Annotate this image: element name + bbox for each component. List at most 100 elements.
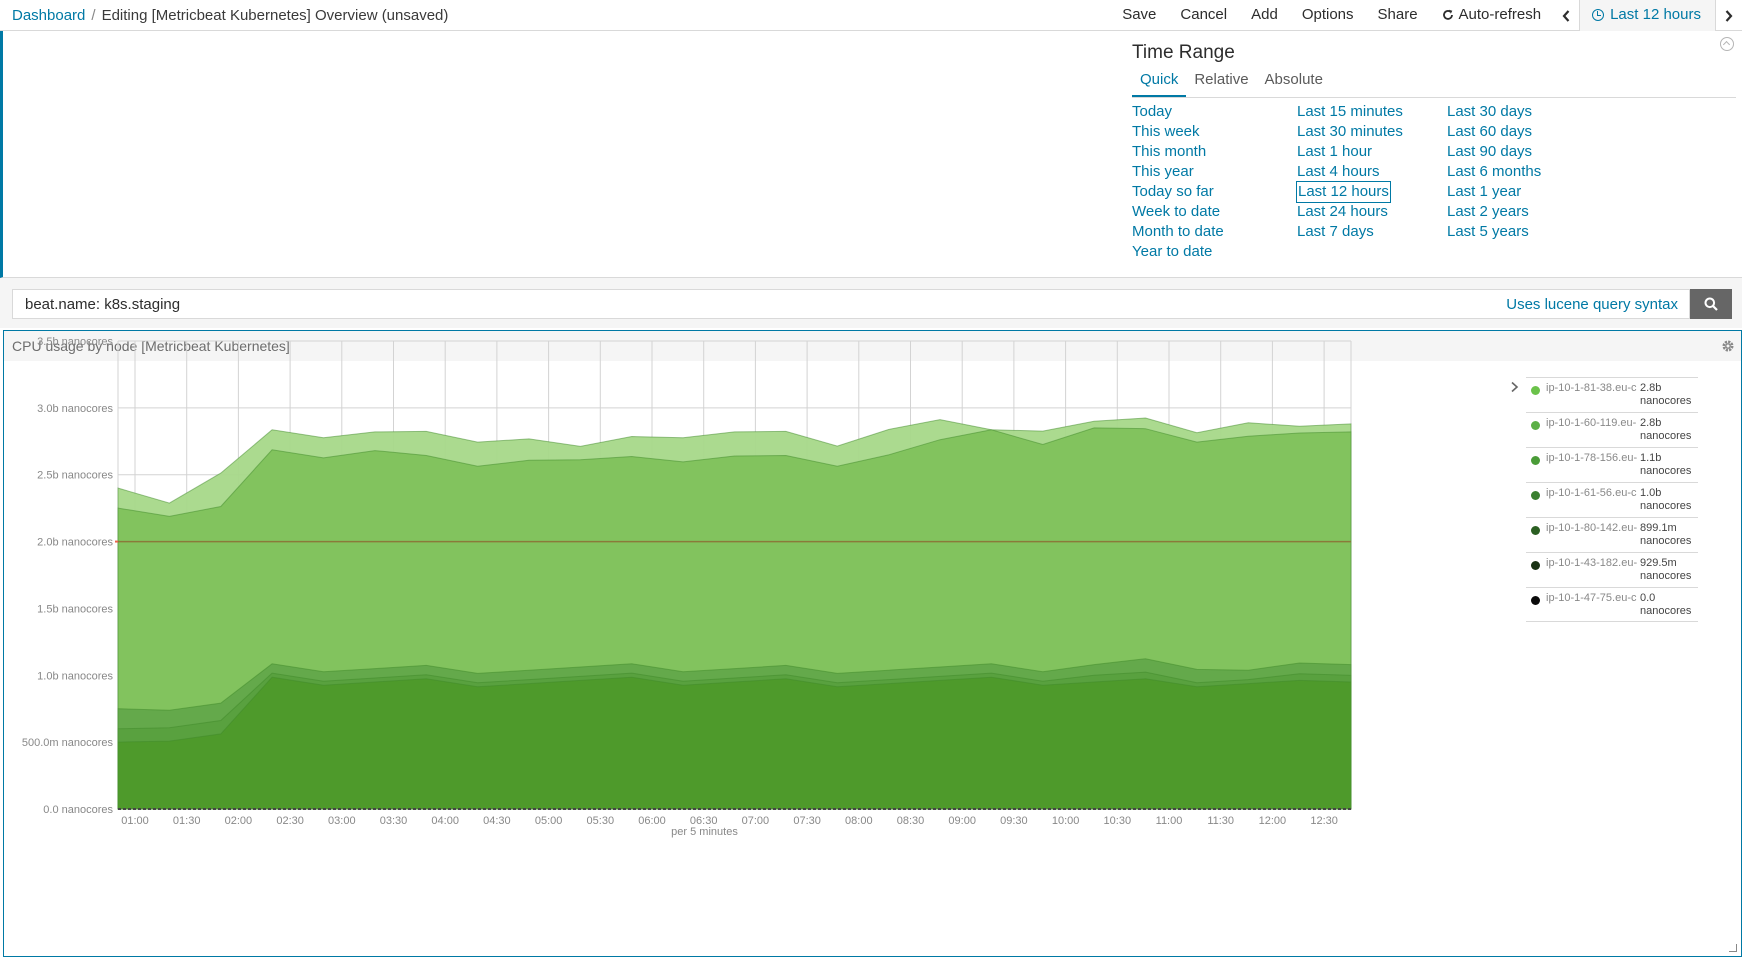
cancel-button[interactable]: Cancel — [1180, 6, 1228, 23]
share-button[interactable]: Share — [1377, 6, 1418, 23]
quick-range-link[interactable]: Last 7 days — [1297, 223, 1374, 240]
y-tick-label: 1.0b nanocores — [37, 670, 113, 682]
time-back-button[interactable] — [1553, 0, 1579, 31]
legend-color-dot — [1531, 456, 1540, 465]
x-tick-label: 06:00 — [638, 815, 666, 827]
legend-item[interactable]: ip-10-1-78-156.eu- 1.1b nanocores — [1526, 447, 1698, 482]
legend-item[interactable]: ip-10-1-43-182.eu- 929.5m nanocores — [1526, 552, 1698, 587]
y-tick-label: 0.0 nanocores — [43, 804, 113, 816]
legend-item[interactable]: ip-10-1-61-56.eu-c 1.0b nanocores — [1526, 482, 1698, 517]
x-tick-label: 04:30 — [483, 815, 511, 827]
time-range-title: Time Range — [1132, 42, 1235, 63]
page-title: Editing [Metricbeat Kubernetes] Overview… — [101, 7, 449, 24]
quick-range-link[interactable]: Last 6 months — [1447, 163, 1542, 180]
quick-range-link[interactable]: Last 90 days — [1447, 143, 1533, 160]
quick-range-link[interactable]: This year — [1132, 163, 1194, 180]
panel-header: CPU usage by node [Metricbeat Kubernetes… — [4, 331, 1741, 361]
legend-series-value: 929.5m nanocores — [1640, 557, 1692, 582]
x-tick-label: 06:30 — [690, 815, 718, 827]
area-series — [117, 676, 1352, 810]
x-tick-label: 01:30 — [173, 815, 201, 827]
legend-series-name: ip-10-1-47-75.eu-c — [1546, 592, 1637, 604]
breadcrumb-dashboard-link[interactable]: Dashboard — [12, 7, 86, 24]
quick-range-link[interactable]: Year to date — [1132, 243, 1213, 260]
options-button[interactable]: Options — [1301, 6, 1354, 23]
chevron-left-icon — [1562, 9, 1570, 22]
search-button[interactable] — [1690, 289, 1732, 319]
quick-range-link[interactable]: Today so far — [1132, 183, 1214, 200]
y-tick-label: 2.5b nanocores — [37, 470, 113, 482]
x-tick-label: 10:00 — [1052, 815, 1080, 827]
resize-handle-icon[interactable] — [1729, 944, 1737, 952]
x-tick-label: 02:30 — [276, 815, 304, 827]
legend-series-name: ip-10-1-61-56.eu-c — [1546, 487, 1637, 499]
legend-series-value: 2.8b nanocores — [1640, 417, 1692, 442]
quick-range-link[interactable]: Week to date — [1132, 203, 1221, 220]
legend-item[interactable]: ip-10-1-47-75.eu-c 0.0 nanocores — [1526, 587, 1698, 622]
quick-range-link[interactable]: This month — [1132, 143, 1207, 160]
quick-range-link[interactable]: Last 1 hour — [1297, 143, 1373, 160]
top-menu: Save Cancel Add Options Share Auto-refre… — [1110, 0, 1742, 31]
legend-color-dot — [1531, 561, 1540, 570]
x-tick-label: 03:00 — [328, 815, 356, 827]
quick-range-link[interactable]: Last 2 years — [1447, 203, 1529, 220]
add-button[interactable]: Add — [1251, 6, 1278, 23]
refresh-icon — [1442, 9, 1453, 20]
x-tick-label: 11:30 — [1207, 815, 1234, 827]
quick-range-link[interactable]: Last 1 year — [1447, 183, 1522, 200]
gear-icon[interactable] — [1721, 339, 1735, 353]
save-button[interactable]: Save — [1122, 6, 1157, 23]
time-range-tabs: Quick Relative Absolute — [1132, 68, 1736, 98]
visualization-panel: CPU usage by node [Metricbeat Kubernetes… — [3, 330, 1742, 957]
quick-range-link[interactable]: Last 30 minutes — [1297, 123, 1403, 140]
search-icon — [1704, 297, 1718, 311]
tab-relative[interactable]: Relative — [1194, 71, 1249, 88]
quick-range-link-selected[interactable]: Last 12 hours — [1296, 181, 1391, 203]
legend-item[interactable]: ip-10-1-81-38.eu-c 2.8b nanocores — [1526, 377, 1698, 412]
breadcrumb: Dashboard / Editing [Metricbeat Kubernetes… — [12, 7, 448, 24]
legend-item[interactable]: ip-10-1-60-119.eu- 2.8b nanocores — [1526, 412, 1698, 447]
legend-item[interactable]: ip-10-1-80-142.eu- 899.1m nanocores — [1526, 517, 1698, 552]
quick-ranges-column-1: Today This week This month This year Tod… — [1132, 102, 1224, 262]
tab-absolute[interactable]: Absolute — [1264, 71, 1323, 88]
quick-range-link[interactable]: Last 60 days — [1447, 123, 1533, 140]
clock-icon — [1592, 9, 1605, 21]
quick-range-link[interactable]: Last 5 years — [1447, 223, 1529, 240]
y-tick-label: 500.0m nanocores — [22, 737, 114, 749]
panel-title: CPU usage by node [Metricbeat Kubernetes… — [12, 338, 290, 354]
lucene-syntax-link[interactable]: Uses lucene query syntax — [1506, 296, 1678, 313]
tab-quick[interactable]: Quick — [1132, 68, 1187, 97]
quick-range-link[interactable]: Today — [1132, 103, 1173, 120]
quick-range-link[interactable]: Month to date — [1132, 223, 1224, 240]
quick-range-link[interactable]: Last 15 minutes — [1297, 103, 1403, 120]
collapse-icon[interactable] — [1720, 37, 1734, 51]
quick-range-link[interactable]: Last 30 days — [1447, 103, 1533, 120]
search-input[interactable] — [12, 289, 1690, 319]
y-tick-label: 3.5b nanocores — [37, 336, 113, 348]
legend-series-value: 1.0b nanocores — [1640, 487, 1692, 512]
legend-series-name: ip-10-1-81-38.eu-c — [1546, 382, 1637, 394]
breadcrumb-separator: / — [91, 7, 96, 24]
auto-refresh-button[interactable]: Auto-refresh — [1430, 0, 1554, 31]
cpu-usage-chart[interactable]: 0.0 nanocores 500.0m nanocores 1.0b nanoco… — [4, 331, 1741, 956]
auto-refresh-label: Auto-refresh — [1458, 6, 1542, 23]
legend-series-value: 0.0 nanocores — [1640, 592, 1692, 617]
legend-toggle-icon[interactable] — [1510, 381, 1520, 393]
query-bar: Uses lucene query syntax — [0, 278, 1742, 328]
legend-series-value: 1.1b nanocores — [1640, 452, 1692, 477]
quick-range-link[interactable]: Last 4 hours — [1297, 163, 1380, 180]
x-tick-label: 05:30 — [587, 815, 615, 827]
time-forward-button[interactable] — [1716, 0, 1742, 31]
quick-ranges-column-3: Last 30 days Last 60 days Last 90 days L… — [1447, 102, 1541, 242]
x-tick-label: 08:30 — [897, 815, 925, 827]
legend-series-name: ip-10-1-43-182.eu- — [1546, 557, 1638, 569]
y-tick-label: 2.0b nanocores — [37, 537, 113, 549]
x-tick-label: 07:30 — [793, 815, 821, 827]
quick-range-link[interactable]: Last 24 hours — [1297, 203, 1388, 220]
x-tick-label: 09:30 — [1000, 815, 1028, 827]
x-tick-label: 08:00 — [845, 815, 873, 827]
quick-range-link[interactable]: This week — [1132, 123, 1200, 140]
legend-color-dot — [1531, 491, 1540, 500]
chart-legend: ip-10-1-81-38.eu-c 2.8b nanocores ip-10-1-… — [1526, 377, 1698, 622]
time-picker-button[interactable]: Last 12 hours — [1579, 0, 1716, 31]
